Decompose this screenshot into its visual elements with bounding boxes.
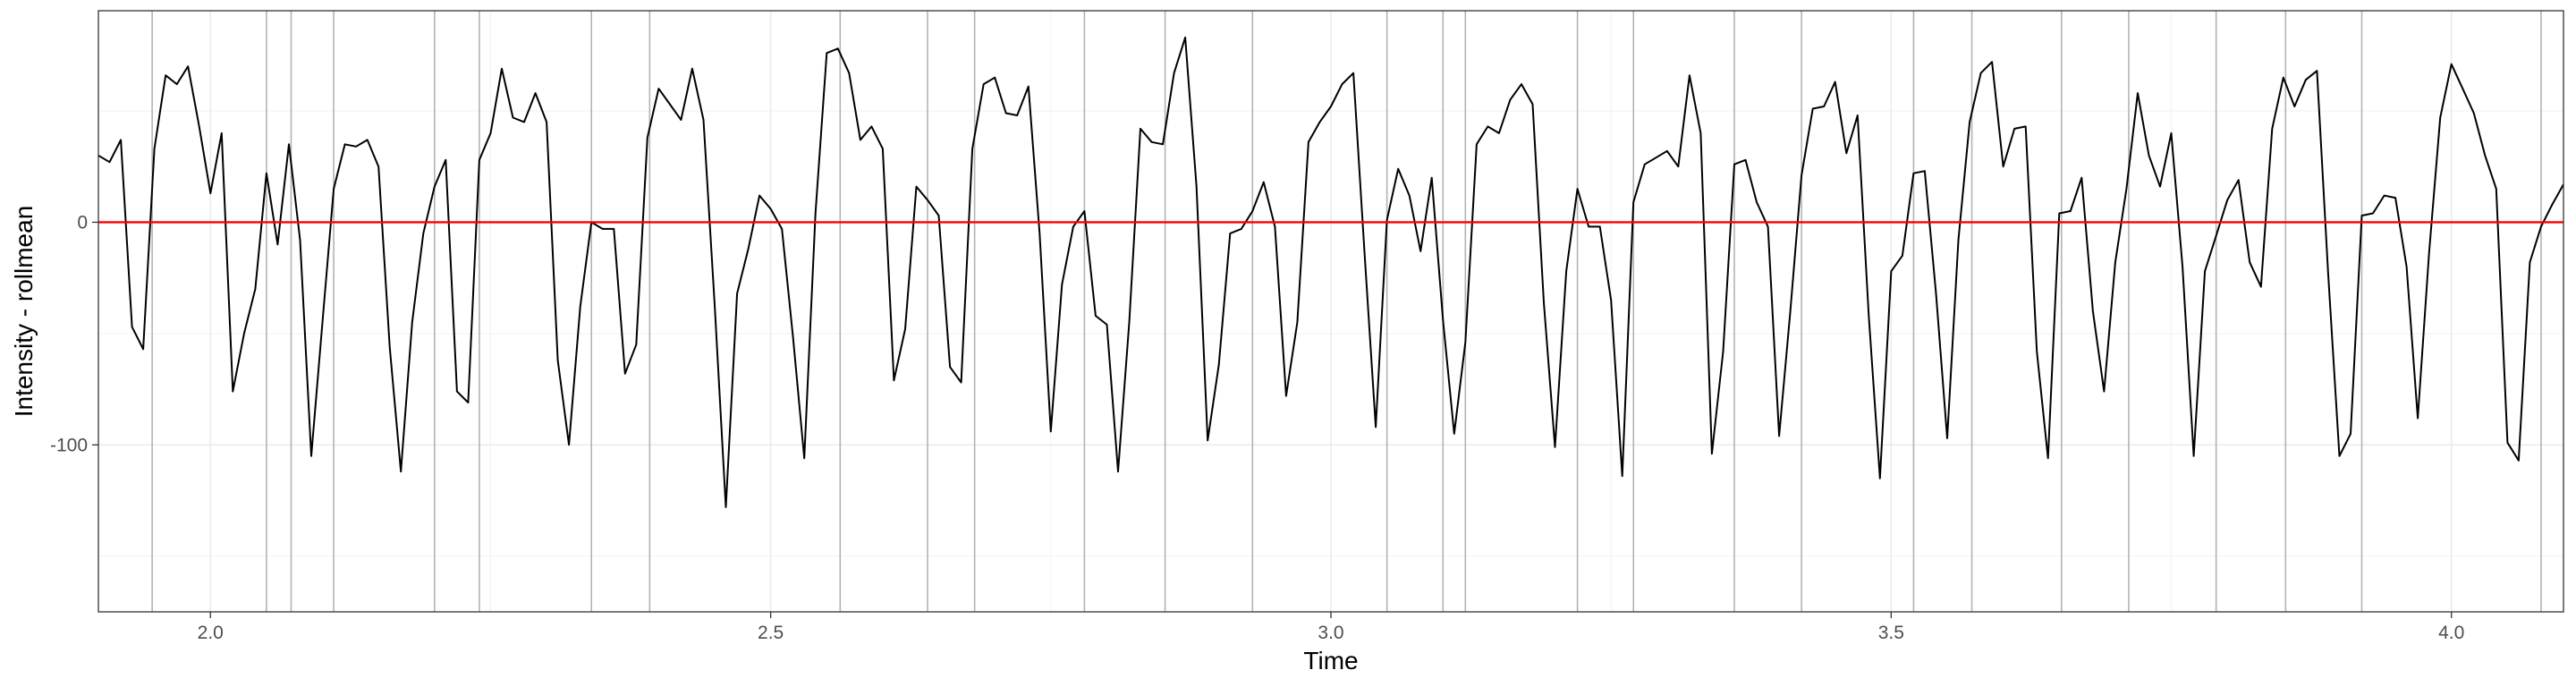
x-tick-label: 2.0: [198, 623, 224, 643]
x-tick-label: 3.0: [1318, 623, 1343, 643]
y-tick-label: 0: [77, 212, 88, 233]
x-tick-label: 4.0: [2438, 623, 2464, 643]
x-tick-label: 2.5: [758, 623, 784, 643]
y-axis-ticks: -100 0: [50, 212, 98, 455]
x-axis-ticks: 2.0 2.5 3.0 3.5 4.0: [198, 612, 2464, 643]
series-line: [97, 36, 2564, 508]
y-tick-label: -100: [50, 435, 88, 455]
x-axis-title: Time: [1303, 647, 1358, 674]
vertical-reference-lines: [151, 11, 2542, 612]
x-tick-label: 3.5: [1878, 623, 1904, 643]
y-axis-title: Intensity - rollmean: [10, 206, 38, 418]
